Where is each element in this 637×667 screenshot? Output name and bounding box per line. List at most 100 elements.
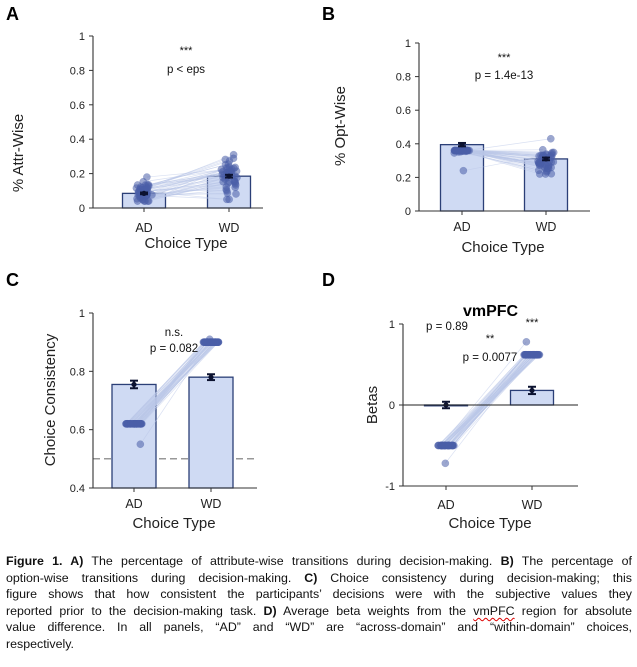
data-point bbox=[522, 337, 531, 346]
data-point bbox=[222, 185, 231, 194]
caption-text: figure shows that how consistent the par… bbox=[6, 587, 632, 602]
subject-line bbox=[134, 341, 208, 425]
subject-line bbox=[444, 354, 536, 446]
x-tick-label: WD bbox=[201, 497, 222, 511]
subject-points bbox=[122, 335, 223, 449]
data-point bbox=[221, 155, 230, 164]
subject-line bbox=[138, 183, 236, 193]
caption-text: region for absolute bbox=[514, 603, 632, 618]
data-point bbox=[440, 441, 449, 450]
subject-lines bbox=[125, 339, 219, 445]
annotation-p: p = 0.082 bbox=[150, 343, 198, 355]
y-tick-label: 0.8 bbox=[70, 65, 85, 77]
data-point bbox=[543, 164, 552, 173]
data-point bbox=[133, 194, 141, 203]
panel-letter: C bbox=[6, 270, 19, 290]
data-point bbox=[460, 146, 469, 155]
caption-text: The percentage of attribute-wise transit… bbox=[83, 554, 501, 568]
data-point bbox=[523, 350, 532, 359]
caption-line: respectively. bbox=[6, 636, 632, 653]
subject-line bbox=[139, 158, 234, 190]
data-point bbox=[546, 134, 555, 143]
y-tick-label: 0.2 bbox=[396, 172, 411, 184]
x-tick-label: AD bbox=[437, 498, 454, 512]
subject-line bbox=[147, 167, 227, 202]
y-tick-label: 1 bbox=[389, 319, 395, 331]
subject-line bbox=[139, 341, 212, 425]
caption-panel-ref: C) bbox=[304, 570, 318, 585]
data-point bbox=[143, 184, 152, 192]
x-axis-label: Choice Type bbox=[144, 235, 227, 252]
x-tick-label: WD bbox=[219, 221, 240, 235]
subject-line bbox=[452, 354, 534, 446]
caption-panel-ref: B) bbox=[500, 554, 514, 568]
panel-b: B 0 0.2 0.4 0.6 0.8 1 AD WD Choice Type % Opt-Wise… bbox=[322, 4, 590, 256]
data-point bbox=[547, 149, 556, 158]
error-bar-ad bbox=[140, 190, 148, 196]
error-bar-ad bbox=[458, 141, 466, 148]
caption-text: Choice consistency during decision-makin… bbox=[317, 570, 632, 585]
panel-c: C 0.4 0.6 0.8 1 AD WD Choice Type Choice Consist… bbox=[6, 270, 257, 532]
x-tick-label: AD bbox=[453, 220, 470, 234]
subject-line bbox=[468, 150, 548, 169]
data-point bbox=[211, 338, 219, 347]
subject-lines bbox=[437, 341, 540, 464]
subject-line bbox=[438, 354, 527, 446]
annotation-ns: n.s. bbox=[165, 327, 184, 339]
subject-line bbox=[147, 174, 225, 189]
y-tick-label: 0 bbox=[405, 206, 411, 218]
y-axis-label: Choice Consistency bbox=[42, 333, 59, 466]
subject-line bbox=[444, 354, 528, 446]
data-point bbox=[218, 170, 227, 179]
subject-line bbox=[138, 173, 223, 193]
caption-text: respectively. bbox=[6, 636, 74, 651]
annotation-stars: *** bbox=[180, 45, 194, 57]
panel-letter: B bbox=[322, 4, 335, 24]
y-tick-label: 0.2 bbox=[70, 169, 85, 181]
caption-line: Figure 1. A) The percentage of attribute… bbox=[6, 553, 632, 570]
error-bar-wd bbox=[207, 373, 215, 382]
data-point bbox=[459, 166, 468, 175]
error-bar-wd bbox=[542, 156, 550, 162]
data-point bbox=[136, 440, 145, 449]
data-point bbox=[537, 159, 545, 168]
x-axis-label: Choice Type bbox=[461, 239, 544, 256]
caption-text: vmPFC bbox=[473, 603, 515, 618]
caption-line: figure shows that how consistent the par… bbox=[6, 586, 632, 603]
y-tick-label: 0.6 bbox=[396, 105, 411, 117]
annotation-p: p = 0.0077 bbox=[463, 352, 518, 364]
subject-points bbox=[132, 150, 241, 205]
error-bar-wd bbox=[528, 385, 536, 396]
x-tick-label: AD bbox=[135, 221, 152, 235]
caption-line: reported prior to the decision-making ta… bbox=[6, 603, 632, 620]
caption-text: reported prior to the decision-making ta… bbox=[6, 603, 264, 618]
y-tick-label: 0.6 bbox=[70, 425, 85, 437]
y-tick-label: 1 bbox=[79, 31, 85, 43]
data-point bbox=[231, 179, 240, 188]
data-point bbox=[203, 338, 212, 347]
caption-text: value difference. In all panels, “AD” an… bbox=[6, 620, 632, 635]
data-point bbox=[231, 163, 240, 172]
caption-text: Average beta weights from the bbox=[276, 603, 474, 618]
data-point bbox=[229, 154, 238, 163]
x-axis-label: Choice Type bbox=[132, 515, 215, 532]
caption-line: value difference. In all panels, “AD” an… bbox=[6, 619, 632, 636]
figure-caption: Figure 1. A) The percentage of attribute… bbox=[6, 553, 632, 653]
annotation-stars: ** bbox=[486, 333, 495, 345]
panel-title: vmPFC bbox=[463, 303, 519, 320]
subject-line bbox=[143, 194, 230, 200]
data-point bbox=[451, 146, 460, 155]
y-tick-label: 0.4 bbox=[70, 483, 85, 495]
y-tick-label: 0.4 bbox=[396, 139, 411, 151]
y-axis-label: % Attr-Wise bbox=[10, 114, 27, 192]
subject-line bbox=[141, 341, 219, 425]
annotation-p: p < eps bbox=[167, 64, 205, 76]
y-tick-label: 0.8 bbox=[396, 72, 411, 84]
y-tick-label: -1 bbox=[385, 481, 395, 493]
data-point bbox=[547, 169, 556, 178]
caption-panel-ref: D) bbox=[263, 603, 277, 618]
annotation-p: p = 1.4e-13 bbox=[475, 70, 534, 82]
caption-panel-ref: Figure 1. A) bbox=[6, 554, 84, 568]
